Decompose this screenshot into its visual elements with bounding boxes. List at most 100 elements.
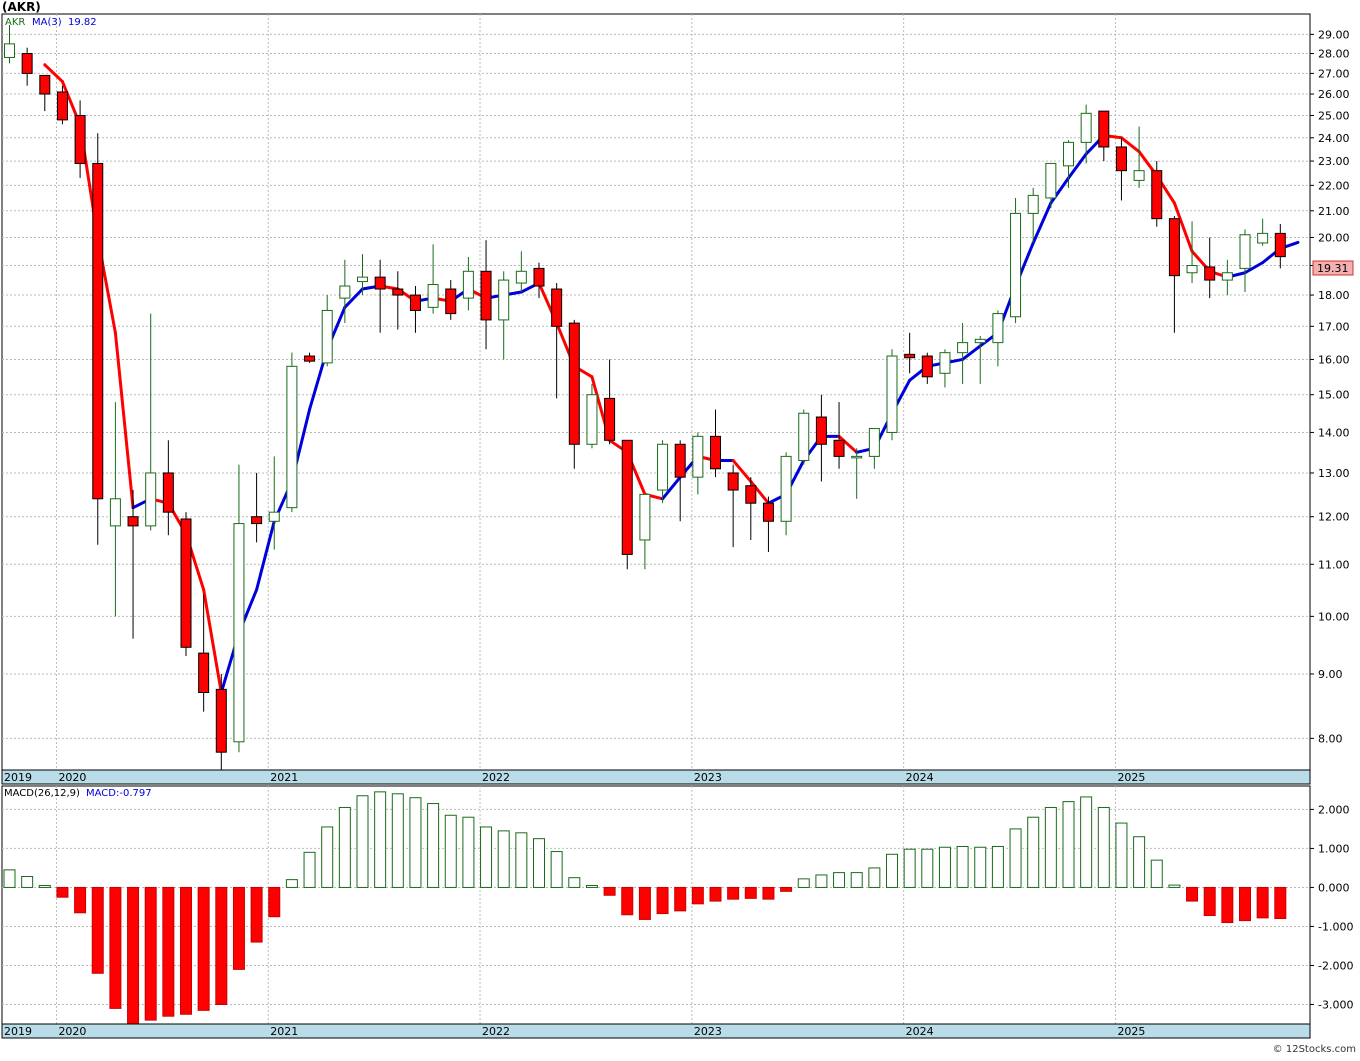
candle <box>268 456 280 550</box>
ma-segment <box>255 519 276 592</box>
candle <box>586 383 598 449</box>
candle <box>1045 162 1057 209</box>
candle <box>1098 110 1110 162</box>
last-price-value: 19.31 <box>1317 262 1349 275</box>
candle <box>815 394 827 482</box>
macd-tick-label: -1.000 <box>1318 920 1353 933</box>
price-year-label: 2025 <box>1117 771 1145 784</box>
macd-bar-positive <box>1168 884 1181 888</box>
macd-bar-positive <box>568 877 581 888</box>
candle <box>304 352 316 363</box>
macd-bar-positive <box>1133 836 1146 888</box>
price-tick-label: 8.00 <box>1318 732 1343 745</box>
candle <box>145 313 157 531</box>
candle-body-down <box>833 439 845 457</box>
candles <box>4 25 1286 770</box>
price-tick-label: 27.00 <box>1318 67 1350 80</box>
macd-bar-positive <box>797 878 810 888</box>
candle-body-down <box>1151 170 1163 220</box>
macd-bar-negative <box>727 886 740 900</box>
ma-segment <box>837 434 859 454</box>
macd-bar-positive <box>1027 816 1040 888</box>
candle <box>710 409 721 478</box>
ma-segment <box>1031 201 1053 245</box>
macd-bar-positive <box>3 869 16 888</box>
price-tick-label: 26.00 <box>1318 88 1350 101</box>
price-tick-label: 22.00 <box>1318 179 1350 192</box>
macd-tick-label: 0.000 <box>1318 881 1350 894</box>
candle <box>657 440 669 504</box>
macd-bar-negative <box>197 886 210 1011</box>
macd-bar-negative <box>1256 886 1269 919</box>
macd-bar-negative <box>621 886 634 916</box>
price-tick-label: 12.00 <box>1318 511 1350 524</box>
candle <box>56 85 68 125</box>
macd-bar-positive <box>886 853 898 888</box>
macd-bar-positive <box>921 848 934 888</box>
candle-body-up <box>145 472 157 527</box>
macd-bar-negative <box>691 886 704 905</box>
macd-year-label: 2020 <box>58 1025 86 1038</box>
candle <box>692 432 704 495</box>
ma-segment <box>1049 176 1070 205</box>
candle-body-down <box>180 518 192 648</box>
macd-bar-negative <box>1186 886 1199 902</box>
candle-body-down <box>604 397 616 441</box>
candle <box>762 496 774 552</box>
candle-body-down <box>92 162 104 500</box>
macd-bar-positive <box>480 826 493 888</box>
macd-bar-negative <box>1221 886 1234 924</box>
last-price-tag <box>1312 260 1354 276</box>
macd-bar-negative <box>709 886 722 902</box>
macd-bar-positive <box>1080 796 1093 888</box>
candle-body-down <box>904 353 916 359</box>
macd-bar-negative <box>91 886 104 974</box>
macd-bar-positive <box>1097 806 1110 888</box>
ma-value: 19.82 <box>68 17 97 28</box>
candle-body-down <box>127 516 139 527</box>
macd-bar-positive <box>1115 822 1128 888</box>
candle-body-up <box>462 270 474 299</box>
candle-body-down <box>74 114 86 164</box>
candle-body-down <box>1274 232 1286 258</box>
candle-body-up <box>233 523 245 743</box>
candle-body-up <box>868 428 880 457</box>
candle-body-down <box>1115 146 1127 172</box>
candle-body-up <box>939 352 951 374</box>
macd-bar-positive <box>974 846 987 888</box>
macd-bar-positive <box>833 872 846 888</box>
candle <box>939 349 951 388</box>
candle <box>727 464 739 548</box>
macd-label: MACD(26,12,9) <box>4 788 80 799</box>
candle-body-up <box>1027 194 1039 214</box>
macd-bar-positive <box>303 851 316 888</box>
candle-body-up <box>1239 234 1251 269</box>
macd-year-label: 2022 <box>482 1025 510 1038</box>
ma-segment <box>749 479 770 505</box>
candle-body-down <box>568 322 580 445</box>
candle-body-down <box>710 435 721 470</box>
candle <box>162 440 174 536</box>
candle-body-up <box>1010 212 1022 318</box>
candle-body-down <box>56 91 68 121</box>
macd-bar-negative <box>656 886 669 915</box>
price-year-label: 2022 <box>482 771 510 784</box>
candle-body-up <box>498 279 510 321</box>
macd-bar-positive <box>550 851 563 888</box>
candle-body-up <box>780 455 792 522</box>
candle-body-down <box>1168 218 1180 277</box>
candle <box>780 452 792 536</box>
candle <box>1080 104 1092 164</box>
candle-body-down <box>674 443 686 478</box>
macd-bar-positive <box>374 791 387 888</box>
ma-segment <box>731 458 753 483</box>
candle <box>551 283 563 399</box>
macd-bar-positive <box>38 884 51 888</box>
candle-body-up <box>286 365 298 509</box>
candle-body-up <box>692 435 704 478</box>
price-tick-label: 13.00 <box>1318 467 1350 480</box>
candle <box>851 448 863 499</box>
price-year-label: 2021 <box>270 771 298 784</box>
candle <box>833 402 845 469</box>
candle-body-up <box>515 270 527 284</box>
